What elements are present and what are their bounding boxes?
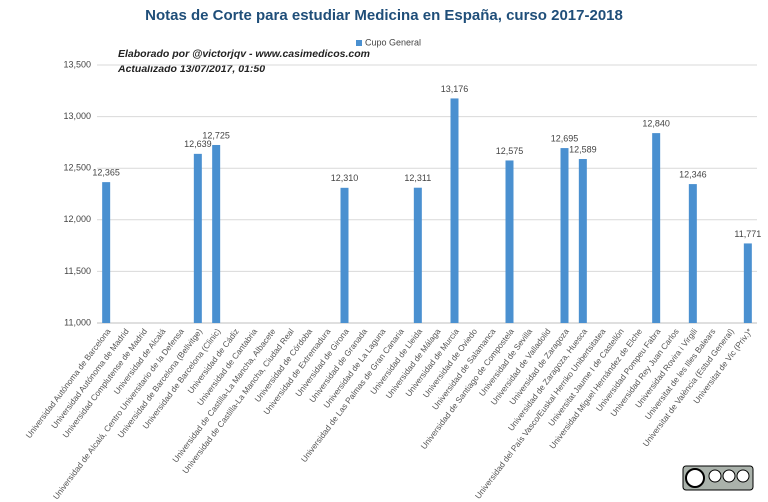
data-label: 12,311 bbox=[404, 173, 431, 183]
data-label: 12,840 bbox=[642, 118, 670, 128]
bar bbox=[560, 148, 569, 323]
data-label: 12,725 bbox=[202, 130, 230, 140]
bar bbox=[743, 243, 752, 323]
bar bbox=[652, 133, 661, 323]
legend-swatch bbox=[356, 40, 362, 46]
data-label: 12,589 bbox=[569, 144, 597, 154]
bar bbox=[413, 187, 422, 323]
chart-title: Notas de Corte para estudiar Medicina en… bbox=[145, 7, 623, 24]
data-label: 12,695 bbox=[551, 133, 579, 143]
annotation: Actualizado 13/07/2017, 01:50 bbox=[117, 63, 265, 75]
bar bbox=[212, 144, 221, 323]
y-tick-label: 12,000 bbox=[63, 214, 91, 224]
data-label: 13,176 bbox=[441, 84, 469, 94]
x-tick-label: Universidad de Alcalá, Centro Universita… bbox=[51, 326, 186, 501]
bar bbox=[688, 184, 697, 323]
data-label: 12,310 bbox=[331, 173, 359, 183]
bar bbox=[578, 159, 587, 323]
y-tick-label: 12,500 bbox=[63, 163, 91, 173]
data-label: 11,771 bbox=[734, 229, 761, 239]
legend-label: Cupo General bbox=[365, 37, 421, 47]
y-tick-label: 13,500 bbox=[63, 59, 91, 69]
data-label: 12,365 bbox=[92, 168, 120, 178]
bar bbox=[102, 182, 111, 323]
bar bbox=[450, 98, 459, 323]
data-label: 12,346 bbox=[679, 169, 707, 179]
y-tick-label: 11,500 bbox=[64, 266, 91, 276]
data-label: 12,575 bbox=[496, 146, 524, 156]
y-tick-label: 13,000 bbox=[63, 111, 91, 121]
bar bbox=[340, 187, 349, 323]
bar bbox=[505, 160, 514, 323]
data-label: 12,639 bbox=[184, 139, 212, 149]
y-tick-label: 11,000 bbox=[64, 317, 91, 327]
bar bbox=[193, 153, 202, 323]
annotation: Elaborado por @victorjqv - www.casimedic… bbox=[118, 48, 370, 60]
license-badge bbox=[682, 465, 754, 491]
